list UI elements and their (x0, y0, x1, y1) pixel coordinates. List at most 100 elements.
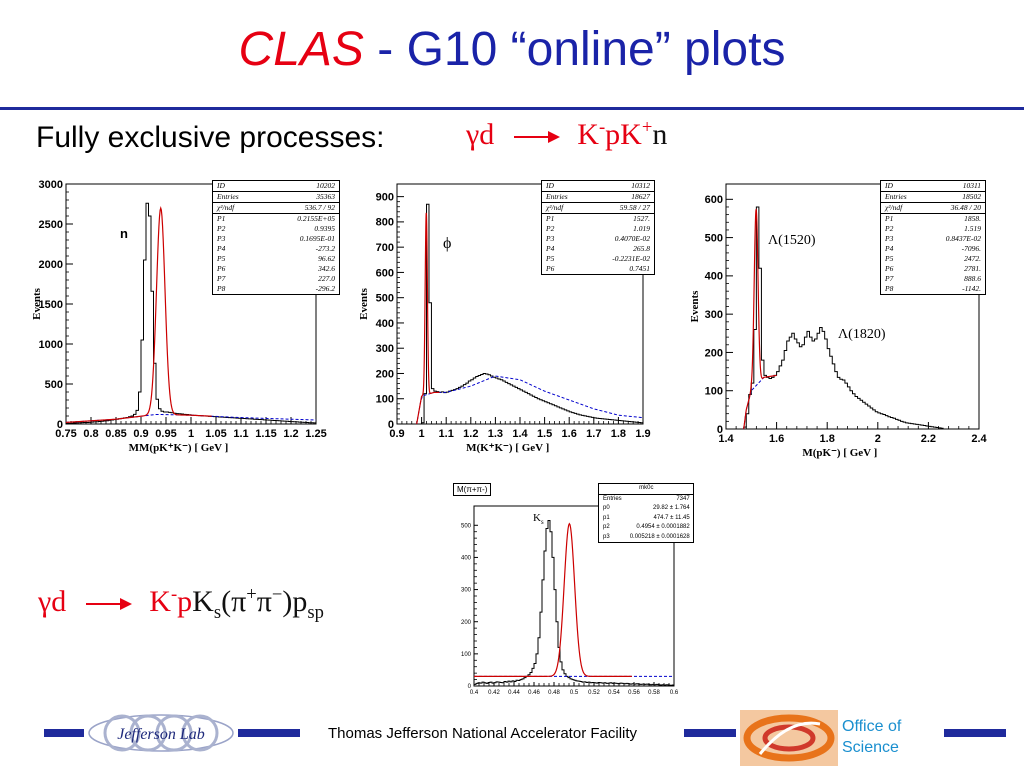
stats-header: mk0c (599, 484, 694, 495)
stats-value: 342.6 (318, 264, 335, 273)
stats-row: P8 -296.2 (213, 284, 339, 294)
reaction-2-ks: K (192, 585, 214, 618)
stats-row: p0 29.82 ± 1.764 (599, 504, 694, 514)
reaction-1-k-sup: - (598, 117, 606, 138)
y-tick-label: 200 (461, 620, 472, 626)
y-tick-label: 200 (705, 347, 723, 359)
y-tick-label: 900 (376, 191, 394, 203)
reaction-2-arrow (85, 598, 132, 611)
stats-key: Entries (881, 191, 924, 203)
stats-row: Entries 18627 (542, 191, 654, 203)
chart-pk-mass-lambda: 1.4 1.6 1.8 2 2.2 2.4 0 100 200 300 400 500 600 M(pK⁻… (688, 170, 993, 465)
stats-key: P7 (885, 274, 894, 283)
footer-facility: Thomas Jefferson National Accelerator Fa… (328, 725, 638, 742)
chart-svg: 0.75 0.8 0.85 0.9 0.95 1 1.05 1.1 1.15 1.2 1.25 0 50… (31, 179, 327, 454)
y-axis-label: Events (689, 290, 701, 323)
x-axis-label: MM(pK⁺K⁻) [ GeV ] (129, 442, 229, 454)
stats-row: Entries 18502 (881, 191, 985, 203)
stats-box: ID 10312 Entries 18627 χ²/ndf 59.58 / 27 P1 152… (541, 180, 655, 275)
stats-value: 18502 (923, 191, 985, 203)
stats-row: p3 0.005218 ± 0.0001628 (599, 533, 694, 543)
jefferson-lab-logo: Jefferson Lab (86, 708, 236, 758)
reaction-1-pk: pK (605, 118, 642, 151)
y-tick-label: 500 (705, 232, 723, 244)
x-tick-label: 0.52 (588, 690, 600, 696)
stats-row: P6 342.6 (213, 264, 339, 274)
stats-value: 1.519 (964, 224, 981, 233)
office-line-2: Science (842, 739, 899, 756)
x-tick-label: 0.5 (570, 690, 579, 696)
x-tick-label: 0.9 (133, 428, 148, 440)
annotation-ks: Ks (533, 512, 544, 526)
stats-key: P5 (885, 254, 894, 263)
stats-value: -1142. (962, 284, 981, 293)
x-tick-label: 0.85 (105, 428, 126, 440)
title-rule (0, 107, 1024, 110)
y-tick-label: 100 (376, 394, 394, 406)
stats-value: 888.6 (964, 274, 981, 283)
x-tick-label: 0.42 (488, 690, 500, 696)
office-of-science-logo-graphic (740, 710, 838, 766)
x-tick-label: 2.4 (971, 433, 987, 445)
stats-row: P4 265.8 (542, 244, 654, 254)
stats-key: P3 (885, 234, 894, 243)
x-tick-label: 2.2 (921, 433, 936, 445)
footer-bar-mid-left (238, 729, 300, 737)
x-tick-label: 1.2 (463, 428, 478, 440)
x-tick-label: 1.05 (205, 428, 226, 440)
stats-row: ID 10312 (542, 181, 654, 192)
x-tick-label: 0.95 (155, 428, 176, 440)
stats-value: 474.7 ± 11.45 (653, 514, 690, 521)
stats-row: p2 0.4954 ± 0.0001882 (599, 523, 694, 533)
x-tick-label: 2 (875, 433, 881, 445)
stats-value: 2781. (964, 264, 981, 273)
stats-value: -7096. (961, 244, 981, 253)
x-tick-label: 1.6 (769, 433, 784, 445)
reaction-2-psp-sub: sp (307, 602, 324, 623)
y-tick-label: 100 (461, 652, 472, 658)
stats-row: P2 1.519 (881, 224, 985, 234)
chart-svg: 1.4 1.6 1.8 2 2.2 2.4 0 100 200 300 400 500 600 M(pK⁻… (689, 183, 988, 459)
x-tick-label: 0.54 (608, 690, 620, 696)
footer-bar-right (944, 729, 1006, 737)
x-tick-label: 0.6 (670, 690, 679, 696)
y-tick-label: 100 (705, 386, 723, 398)
stats-value: -296.2 (315, 284, 335, 293)
x-tick-label: 1.8 (820, 433, 835, 445)
stats-row: P8 -1142. (881, 284, 985, 294)
stats-key: χ²/ndf (213, 202, 263, 214)
stats-row: P1 1858. (881, 214, 985, 225)
y-tick-label: 0 (57, 419, 63, 431)
stats-key: P4 (546, 244, 555, 253)
stats-key: P3 (217, 234, 226, 243)
x-axis-label: M(K⁺K⁻) [ GeV ] (466, 442, 549, 454)
stats-value: 0.4954 ± 0.0001882 (636, 524, 690, 530)
y-tick-label: 300 (376, 343, 394, 355)
stats-key: P7 (217, 274, 226, 283)
y-tick-label: 400 (705, 271, 723, 283)
reaction-2-lhs: γd (38, 585, 67, 618)
stats-value: 536.7 / 92 (262, 202, 339, 214)
stats-row: P7 227.0 (213, 274, 339, 284)
office-line-1: Office of (842, 718, 902, 735)
stats-value: 18627 (586, 191, 654, 203)
stats-value: 265.8 (633, 244, 650, 253)
stats-value: 0.7451 (629, 264, 650, 273)
reaction-2-pi2-sup: − (271, 584, 283, 605)
office-of-science-text: Office of Science (842, 716, 901, 758)
stats-value: 1527. (633, 214, 650, 223)
x-tick-label: 1.6 (562, 428, 577, 440)
x-tick-label: 0.46 (528, 690, 540, 696)
annotation-ks-k: K (533, 512, 541, 524)
y-tick-label: 300 (461, 588, 472, 594)
stats-row: P4 -273.2 (213, 244, 339, 254)
y-tick-label: 3000 (39, 179, 63, 191)
y-axis-label: Events (31, 287, 43, 320)
stats-key: P1 (885, 214, 894, 223)
chart-svg: 0.9 1 1.1 1.2 1.3 1.4 1.5 1.6 1.7 1.8 1.9 0 100 200 30… (358, 183, 651, 454)
footer-bar-mid-right (684, 729, 736, 737)
background-fit (416, 375, 643, 424)
stats-value: 96.62 (318, 254, 335, 263)
stats-value: 0.005218 ± 0.0001628 (629, 533, 690, 540)
y-tick-label: 400 (376, 318, 394, 330)
